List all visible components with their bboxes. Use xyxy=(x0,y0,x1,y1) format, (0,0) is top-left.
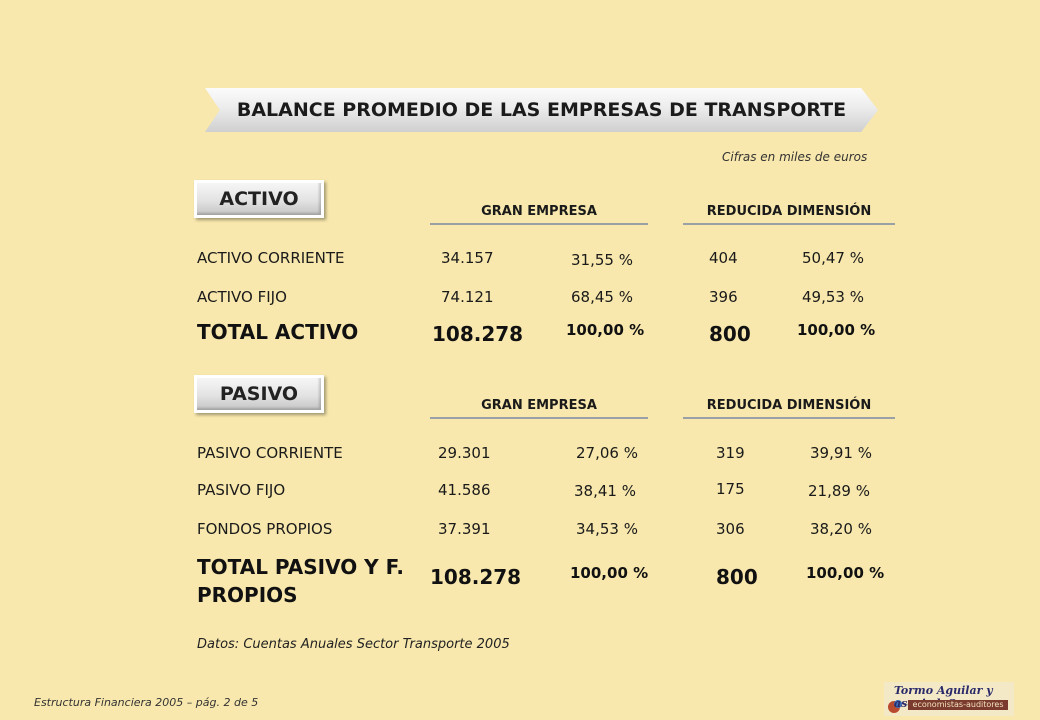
activo-col-reducida-dimension: REDUCIDA DIMENSIÓN xyxy=(683,204,895,225)
pasivo-fijo-label: PASIVO FIJO xyxy=(197,481,286,499)
activo-col-gran-empresa: GRAN EMPRESA xyxy=(430,204,648,225)
source-note: Datos: Cuentas Anuales Sector Transporte… xyxy=(197,637,510,652)
fondos-propios-gran-value: 37.391 xyxy=(438,520,491,538)
total-activo-gran-value: 108.278 xyxy=(432,322,524,346)
company-logo xyxy=(884,682,1014,716)
pasivo-corriente-label: PASIVO CORRIENTE xyxy=(197,444,343,462)
pasivo-corriente-gran-pct: 27,06 % xyxy=(576,444,638,462)
pasivo-fijo-gran-pct: 38,41 % xyxy=(574,482,636,500)
fondos-propios-red-pct: 38,20 % xyxy=(810,520,872,538)
total-pasivo-gran-pct: 100,00 % xyxy=(570,564,649,582)
activo-corriente-gran-pct: 31,55 % xyxy=(571,251,633,269)
activo-fijo-label: ACTIVO FIJO xyxy=(197,288,287,306)
activo-corriente-gran-value: 34.157 xyxy=(441,249,494,267)
activo-fijo-gran-pct: 68,45 % xyxy=(571,288,633,306)
activo-section-button: ACTIVO xyxy=(194,180,324,218)
fondos-propios-label: FONDOS PROPIOS xyxy=(197,520,333,538)
total-pasivo-red-pct: 100,00 % xyxy=(806,564,885,582)
activo-corriente-label: ACTIVO CORRIENTE xyxy=(197,249,345,267)
pasivo-corriente-gran-value: 29.301 xyxy=(438,444,491,462)
pasivo-section-button: PASIVO xyxy=(194,375,324,413)
pasivo-col-gran-empresa: GRAN EMPRESA xyxy=(430,398,648,419)
total-pasivo-gran-value: 108.278 xyxy=(430,565,522,589)
page-footer: Estructura Financiera 2005 – pág. 2 de 5 xyxy=(34,696,259,709)
pasivo-fijo-gran-value: 41.586 xyxy=(438,481,491,499)
total-pasivo-label-line1: TOTAL PASIVO Y F. xyxy=(197,555,404,579)
total-activo-label: TOTAL ACTIVO xyxy=(197,320,359,344)
pasivo-col-reducida-dimension: REDUCIDA DIMENSIÓN xyxy=(683,398,895,419)
logo-mark-icon xyxy=(884,682,1014,716)
logo-subtitle: economistas-auditores xyxy=(908,700,1008,710)
activo-corriente-red-value: 404 xyxy=(709,249,738,267)
total-activo-red-value: 800 xyxy=(709,322,751,346)
activo-fijo-gran-value: 74.121 xyxy=(441,288,494,306)
fondos-propios-red-value: 306 xyxy=(716,520,745,538)
pasivo-fijo-red-value: 175 xyxy=(716,480,745,498)
units-note: Cifras en miles de euros xyxy=(722,150,868,164)
activo-corriente-red-pct: 50,47 % xyxy=(802,249,864,267)
pasivo-corriente-red-value: 319 xyxy=(716,444,745,462)
activo-fijo-red-value: 396 xyxy=(709,288,738,306)
pasivo-corriente-red-pct: 39,91 % xyxy=(810,444,872,462)
total-activo-red-pct: 100,00 % xyxy=(797,321,876,339)
total-activo-gran-pct: 100,00 % xyxy=(566,321,645,339)
fondos-propios-gran-pct: 34,53 % xyxy=(576,520,638,538)
activo-fijo-red-pct: 49,53 % xyxy=(802,288,864,306)
total-pasivo-red-value: 800 xyxy=(716,565,758,589)
pasivo-fijo-red-pct: 21,89 % xyxy=(808,482,870,500)
total-pasivo-label-line2: PROPIOS xyxy=(197,583,298,607)
page-title: BALANCE PROMEDIO DE LAS EMPRESAS DE TRAN… xyxy=(205,88,878,132)
